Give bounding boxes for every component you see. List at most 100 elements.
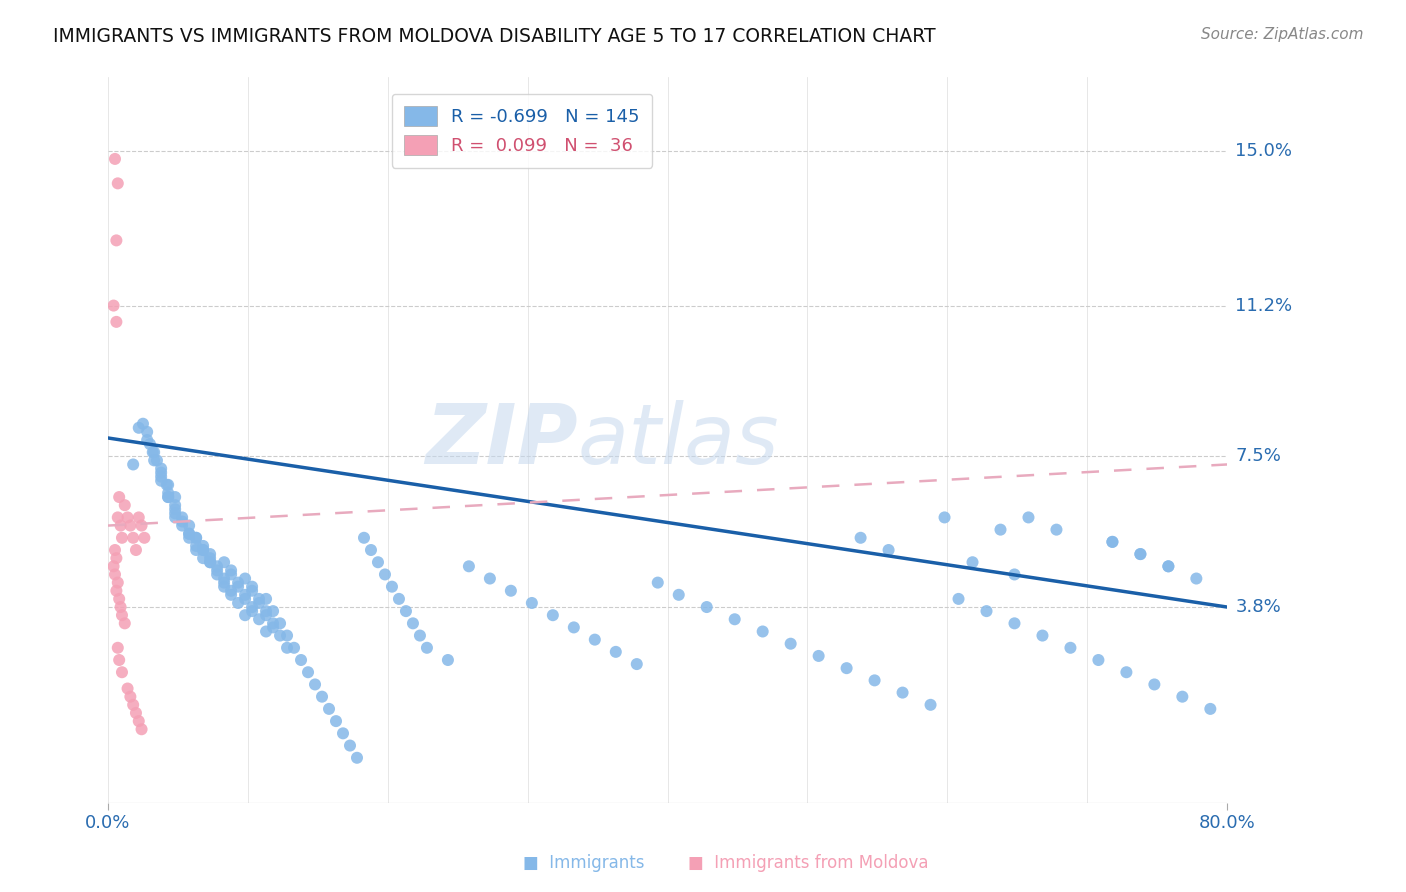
- Point: [128, 510, 150, 524]
- Point: [269, 616, 291, 631]
- Point: [110, 600, 132, 615]
- Point: [626, 657, 648, 671]
- Point: [1185, 572, 1208, 586]
- Text: ■  Immigrants from Moldova: ■ Immigrants from Moldova: [688, 855, 929, 872]
- Point: [108, 490, 131, 504]
- Point: [122, 458, 145, 472]
- Point: [179, 526, 201, 541]
- Point: [920, 698, 942, 712]
- Point: [807, 648, 830, 663]
- Point: [131, 518, 153, 533]
- Point: [1199, 702, 1222, 716]
- Point: [108, 653, 131, 667]
- Point: [1143, 677, 1166, 691]
- Point: [1031, 629, 1053, 643]
- Point: [105, 583, 128, 598]
- Point: [395, 604, 418, 618]
- Point: [409, 629, 432, 643]
- Point: [226, 575, 249, 590]
- Point: [122, 531, 145, 545]
- Point: [339, 739, 361, 753]
- Point: [1087, 653, 1109, 667]
- Point: [304, 677, 326, 691]
- Point: [117, 510, 139, 524]
- Point: [198, 551, 221, 566]
- Point: [107, 177, 129, 191]
- Point: [1129, 547, 1152, 561]
- Point: [172, 518, 194, 533]
- Point: [562, 620, 585, 634]
- Point: [110, 518, 132, 533]
- Point: [990, 523, 1012, 537]
- Text: ■  Immigrants: ■ Immigrants: [523, 855, 644, 872]
- Point: [157, 490, 180, 504]
- Point: [143, 445, 166, 459]
- Point: [172, 510, 194, 524]
- Text: 7.5%: 7.5%: [1236, 447, 1281, 466]
- Point: [437, 653, 460, 667]
- Text: 11.2%: 11.2%: [1236, 296, 1292, 315]
- Point: [136, 425, 159, 439]
- Point: [1101, 534, 1123, 549]
- Point: [105, 315, 128, 329]
- Point: [179, 531, 201, 545]
- Point: [107, 510, 129, 524]
- Point: [233, 588, 256, 602]
- Point: [877, 543, 900, 558]
- Point: [128, 421, 150, 435]
- Point: [105, 551, 128, 566]
- Point: [219, 567, 242, 582]
- Point: [1004, 567, 1026, 582]
- Point: [128, 714, 150, 728]
- Point: [1157, 559, 1180, 574]
- Point: [226, 596, 249, 610]
- Point: [165, 490, 187, 504]
- Point: [374, 567, 396, 582]
- Point: [262, 616, 284, 631]
- Point: [150, 474, 173, 488]
- Point: [107, 575, 129, 590]
- Point: [120, 690, 142, 704]
- Point: [724, 612, 747, 626]
- Point: [240, 604, 263, 618]
- Point: [198, 555, 221, 569]
- Point: [104, 152, 127, 166]
- Point: [605, 645, 627, 659]
- Point: [367, 555, 389, 569]
- Point: [191, 543, 214, 558]
- Point: [779, 637, 801, 651]
- Text: ZIP: ZIP: [426, 400, 578, 481]
- Point: [696, 600, 718, 615]
- Point: [205, 559, 228, 574]
- Point: [751, 624, 773, 639]
- Point: [1101, 534, 1123, 549]
- Point: [226, 580, 249, 594]
- Text: 15.0%: 15.0%: [1236, 142, 1292, 160]
- Text: IMMIGRANTS VS IMMIGRANTS FROM MOLDOVA DISABILITY AGE 5 TO 17 CORRELATION CHART: IMMIGRANTS VS IMMIGRANTS FROM MOLDOVA DI…: [53, 27, 936, 45]
- Point: [150, 461, 173, 475]
- Point: [1171, 690, 1194, 704]
- Point: [165, 498, 187, 512]
- Point: [131, 723, 153, 737]
- Point: [219, 563, 242, 577]
- Point: [247, 591, 270, 606]
- Point: [219, 583, 242, 598]
- Legend: R = -0.699   N = 145, R =  0.099   N =  36: R = -0.699 N = 145, R = 0.099 N = 36: [392, 94, 652, 168]
- Point: [157, 478, 180, 492]
- Point: [1004, 616, 1026, 631]
- Point: [976, 604, 998, 618]
- Text: Source: ZipAtlas.com: Source: ZipAtlas.com: [1201, 27, 1364, 42]
- Point: [478, 572, 501, 586]
- Point: [179, 526, 201, 541]
- Point: [104, 543, 127, 558]
- Point: [262, 604, 284, 618]
- Point: [134, 531, 156, 545]
- Point: [114, 616, 136, 631]
- Point: [388, 591, 411, 606]
- Point: [583, 632, 606, 647]
- Point: [254, 591, 277, 606]
- Point: [198, 547, 221, 561]
- Point: [297, 665, 319, 680]
- Point: [125, 543, 148, 558]
- Point: [647, 575, 669, 590]
